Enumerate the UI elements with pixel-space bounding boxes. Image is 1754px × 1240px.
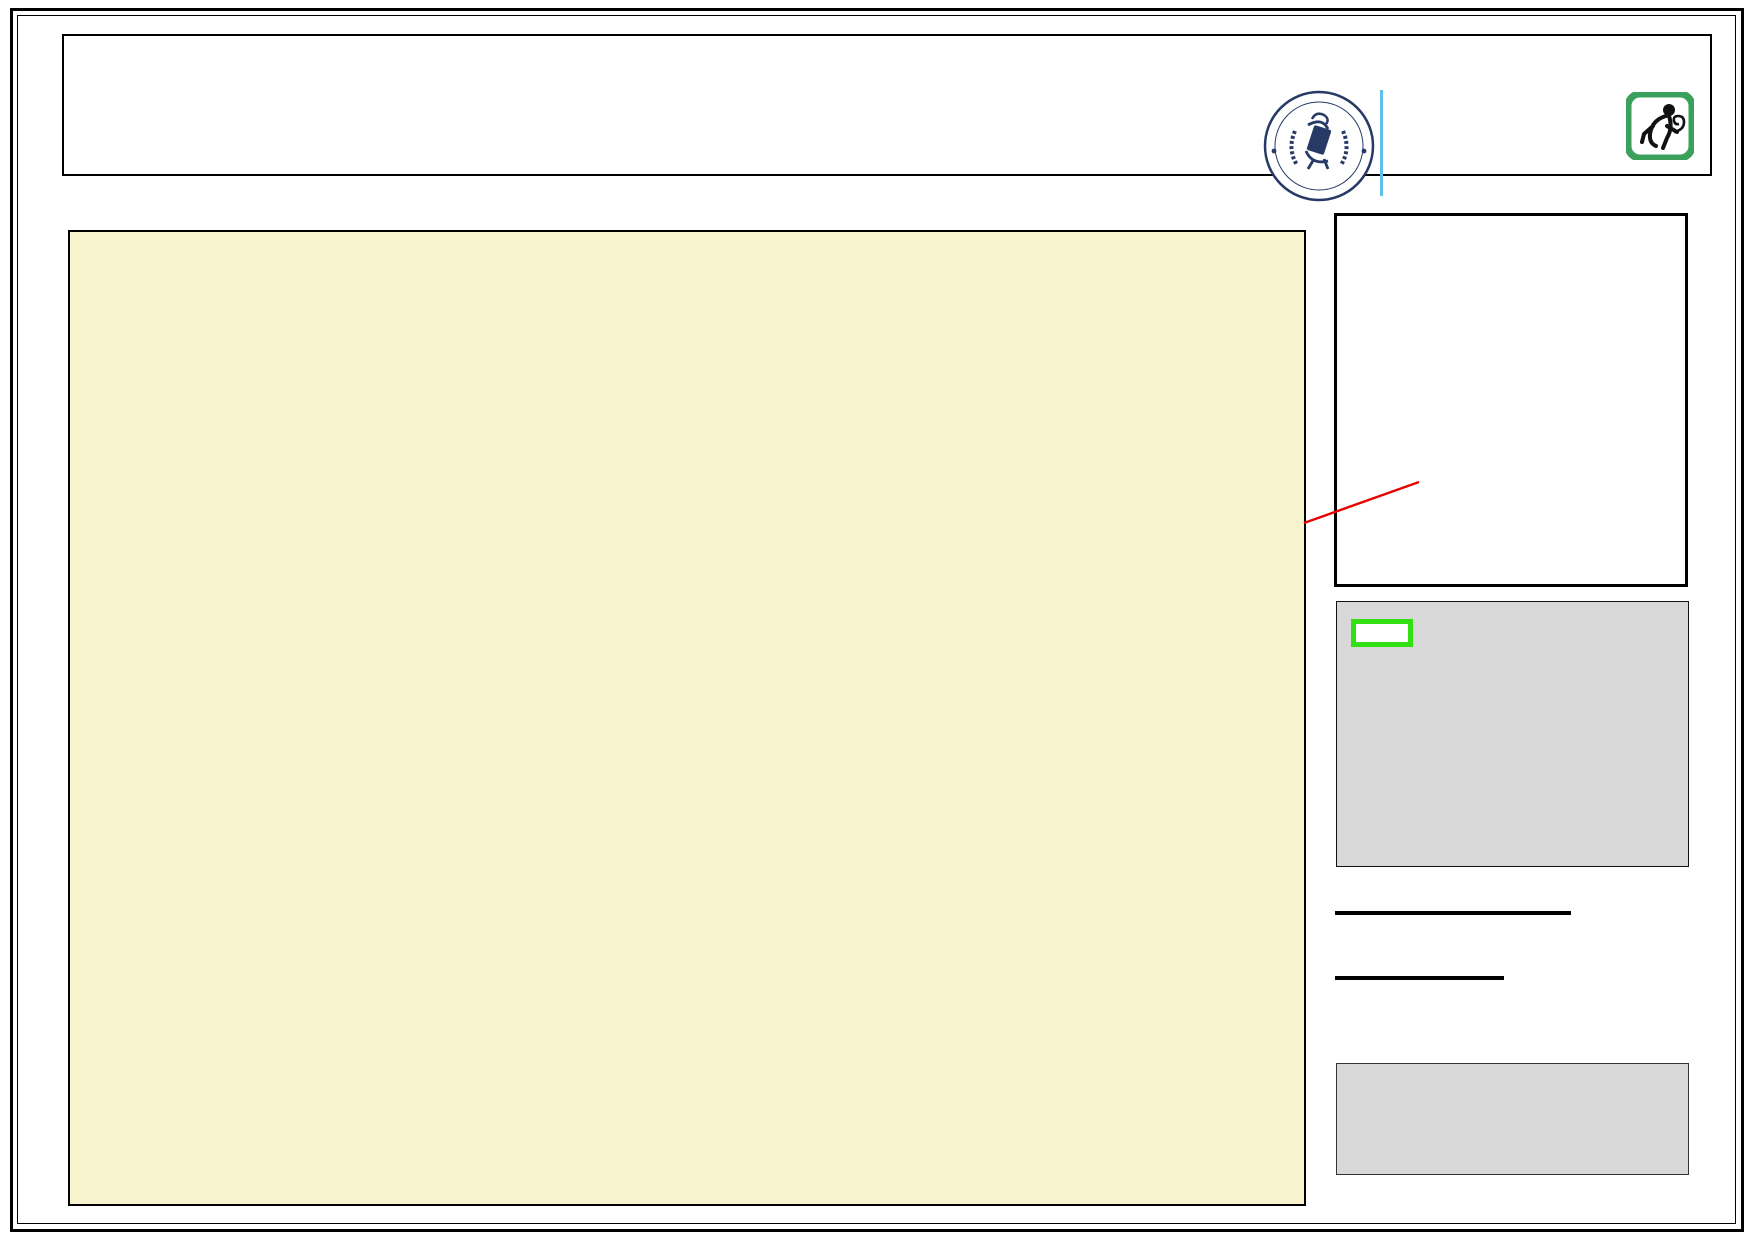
inset-connector-line xyxy=(1303,480,1420,525)
main-map-canvas xyxy=(70,232,1304,1204)
logo-divider xyxy=(1380,90,1383,196)
page-inner-border xyxy=(17,15,1736,1224)
area-stats-table xyxy=(1335,911,1571,915)
page-outer-border xyxy=(10,8,1744,1232)
coordinate-system-info-box xyxy=(1336,1063,1689,1175)
legend-area-row xyxy=(1351,619,1674,647)
conap-monkey-icon xyxy=(1624,90,1696,162)
legend-panel xyxy=(1336,601,1689,867)
page-subtitle xyxy=(134,122,1114,145)
change-stats-table xyxy=(1335,976,1504,980)
government-seal-logo xyxy=(1263,90,1375,202)
main-map-frame xyxy=(68,230,1306,1206)
conap-logo xyxy=(1624,90,1696,167)
inset-locator-map xyxy=(1334,213,1688,587)
org-name-block xyxy=(1396,90,1626,95)
area-protegida-swatch xyxy=(1351,619,1413,647)
title-box xyxy=(62,34,1712,202)
